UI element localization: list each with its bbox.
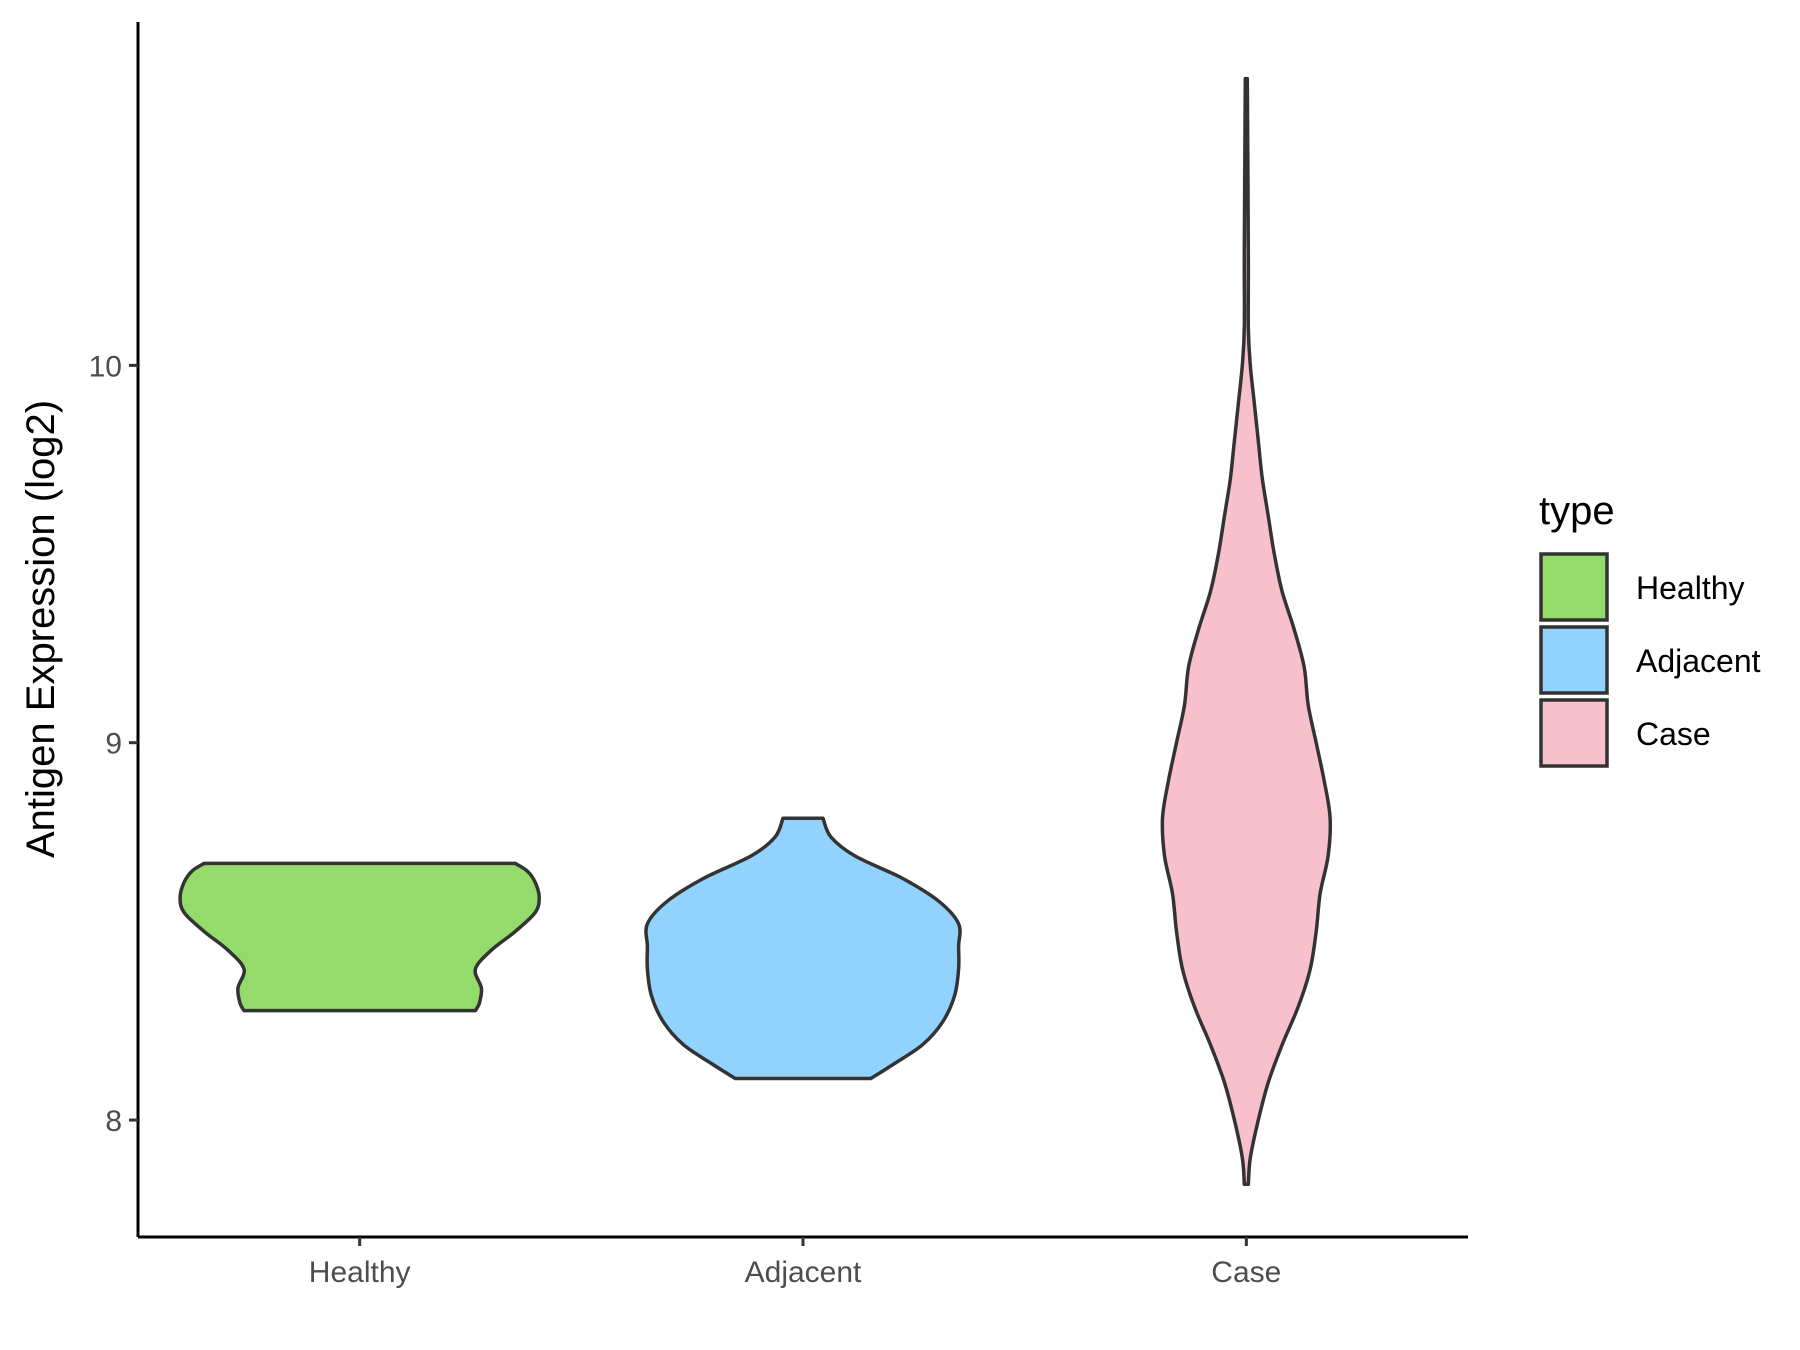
- legend-title: type: [1539, 489, 1615, 533]
- y-tick-label: 8: [105, 1105, 122, 1138]
- x-tick-label-healthy: Healthy: [309, 1256, 411, 1289]
- y-axis-title: Antigen Expression (log2): [19, 400, 63, 858]
- violins-layer: [178, 76, 1333, 1186]
- legend-key-case: [1539, 698, 1609, 768]
- x-tick-label-adjacent: Adjacent: [745, 1256, 862, 1289]
- legend-key-adjacent: [1539, 625, 1609, 695]
- violin-adjacent: [644, 816, 962, 1081]
- legend-label-healthy: Healthy: [1636, 570, 1745, 606]
- x-tick-label-case: Case: [1211, 1256, 1281, 1289]
- y-tick-label: 10: [89, 350, 122, 383]
- legend-items: Healthy Adjacent Case: [1539, 552, 1761, 768]
- legend: type Healthy Adjacent Case: [1539, 489, 1761, 768]
- legend-key-healthy: [1539, 552, 1609, 622]
- x-ticks-layer: Healthy Adjacent Case: [309, 1237, 1281, 1289]
- violin-case: [1160, 76, 1333, 1186]
- y-ticks-layer: 8 9 10: [89, 350, 138, 1138]
- legend-label-case: Case: [1636, 716, 1711, 752]
- y-tick-label: 9: [105, 728, 122, 761]
- legend-label-adjacent: Adjacent: [1636, 643, 1761, 679]
- violin-healthy: [178, 861, 541, 1013]
